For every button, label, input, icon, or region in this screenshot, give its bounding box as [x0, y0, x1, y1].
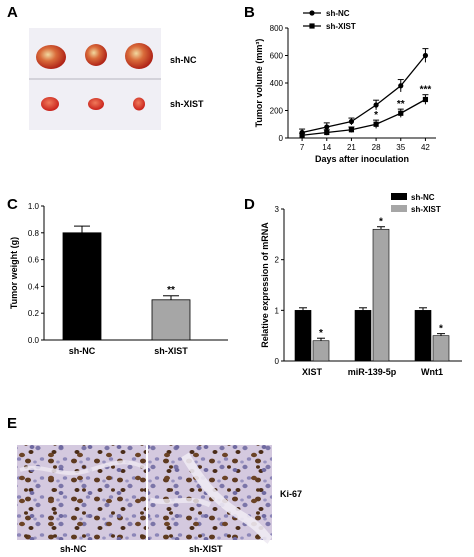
x-tick-label: 28	[372, 143, 381, 152]
bar-sh-NC-miR-139-5p	[354, 310, 372, 362]
legend-swatch	[391, 193, 407, 200]
category-label: miR-139-5p	[348, 367, 397, 377]
x-tick-label: 7	[300, 143, 305, 152]
panel-e: E Ki-67 sh-NC sh-XIST	[7, 415, 302, 554]
significance-mark: **	[167, 285, 175, 296]
bar-sh-XIST-Wnt1	[432, 335, 450, 362]
tumor-sample	[36, 45, 66, 69]
panel-letter-c: C	[7, 196, 18, 213]
y-tick-label: 1.0	[28, 202, 40, 211]
y-tick-label: 0.6	[28, 256, 40, 265]
y-tick-label: 0.4	[28, 282, 40, 291]
category-label: sh-XIST	[154, 346, 188, 356]
bar-sh-NC	[62, 232, 102, 341]
data-point	[398, 83, 404, 89]
category-label: XIST	[302, 367, 323, 377]
y-axis-label: Tumor volume (mm³)	[254, 39, 264, 128]
y-tick-label: 800	[270, 24, 284, 33]
bar-sh-XIST-XIST	[312, 340, 330, 362]
panel-letter-b: B	[244, 4, 255, 21]
y-tick-label: 0	[275, 357, 280, 366]
y-tick-label: 0.2	[28, 309, 40, 318]
significance-mark: *	[379, 217, 383, 228]
y-tick-label: 0.8	[28, 229, 40, 238]
tumor-sample	[125, 43, 153, 69]
data-point	[299, 132, 305, 138]
sh-xist-tumors	[41, 97, 145, 111]
sh-nc-tumors	[36, 43, 153, 69]
panel-letter-a: A	[7, 4, 18, 21]
tumor-sample	[41, 97, 59, 111]
bar-sh-NC-XIST	[294, 310, 312, 362]
data-point	[373, 102, 379, 108]
panel-letter-e: E	[7, 415, 17, 432]
data-point	[373, 121, 379, 127]
stain-label: Ki-67	[280, 489, 302, 499]
legend-label: sh-NC	[411, 193, 435, 202]
significance-mark: **	[397, 99, 405, 110]
legend-marker	[309, 23, 315, 29]
data-point	[324, 129, 330, 136]
y-tick-label: 2	[275, 256, 280, 265]
x-tick-label: 42	[421, 143, 430, 152]
x-axis-label: Days after inoculation	[315, 154, 409, 164]
legend-marker	[309, 10, 315, 16]
data-point	[422, 96, 429, 103]
stroma-streak	[149, 497, 212, 508]
y-tick-label: 600	[270, 52, 284, 61]
ihc-image-sh-xist	[148, 445, 273, 544]
y-tick-label: 400	[270, 79, 284, 88]
panel-c: C 0.0 0.2 0.4 0.6 0.8 1.0 Tumor weight (g) sh-N…	[7, 196, 228, 356]
ihc-tissue-overlay	[17, 445, 146, 540]
y-tick-label: 3	[275, 205, 280, 214]
y-tick-label: 1	[275, 306, 280, 315]
y-tick-label: 200	[270, 107, 284, 116]
category-label: sh-NC	[69, 346, 96, 356]
bar-sh-XIST-miR-139-5p	[372, 228, 390, 362]
significance-mark: *	[439, 324, 443, 335]
significance-mark: ***	[420, 85, 432, 96]
tumor-sample	[133, 97, 145, 111]
ihc-label-sh-xist: sh-XIST	[189, 544, 223, 554]
legend-swatch	[391, 205, 407, 212]
legend-label: sh-NC	[326, 9, 350, 18]
legend-label: sh-XIST	[411, 205, 441, 214]
x-tick-label: 35	[396, 143, 405, 152]
bar-sh-XIST	[151, 299, 191, 341]
data-point	[422, 52, 429, 59]
tumor-sample	[88, 98, 104, 110]
tumor-sample	[85, 44, 107, 66]
category-label: Wnt1	[421, 367, 443, 377]
ihc-image-sh-nc	[17, 445, 147, 540]
significance-mark: *	[374, 110, 378, 121]
y-tick-label: 0.0	[28, 336, 40, 345]
panel-letter-d: D	[244, 196, 255, 213]
data-point	[398, 110, 404, 116]
stroma-streak	[181, 452, 273, 544]
x-tick-label: 21	[347, 143, 356, 152]
legend-label: sh-XIST	[326, 22, 356, 31]
bar-sh-NC-Wnt1	[414, 310, 432, 362]
y-axis-label: Relative expression of mRNA	[260, 222, 270, 348]
x-tick-label: 14	[322, 143, 331, 152]
significance-mark: *	[319, 328, 323, 339]
group-label-sh-xist: sh-XIST	[170, 99, 204, 109]
panel-d: D 0 1 2 3 Relative expression of mRNA * XIST * m…	[244, 193, 462, 377]
series-line-sh-XIST	[302, 98, 426, 136]
data-point	[348, 118, 355, 125]
panel-a: A sh-NC sh-XIST	[7, 4, 204, 130]
y-axis-label: Tumor weight (g)	[9, 237, 19, 309]
ihc-label-sh-nc: sh-NC	[60, 544, 87, 554]
data-point	[348, 127, 355, 133]
data-point	[324, 124, 330, 130]
series-line-sh-NC	[301, 55, 426, 134]
y-tick-label: 0	[279, 134, 284, 143]
group-label-sh-nc: sh-NC	[170, 55, 197, 65]
panel-b: B 0 200 400 600 800 7 14 21 28 35 42 Days after ino…	[244, 4, 436, 164]
stroma-streak	[19, 460, 147, 476]
